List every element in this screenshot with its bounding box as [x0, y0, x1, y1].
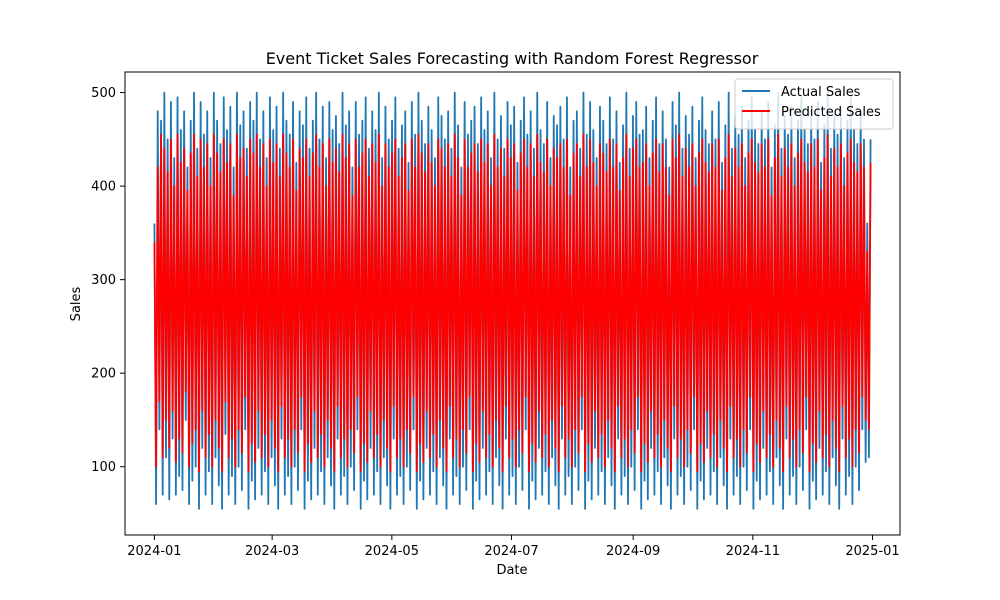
- plot-frame: [124, 71, 901, 536]
- x-tick-label: 2024-01: [127, 544, 181, 559]
- y-tick-label: 100: [91, 460, 116, 475]
- x-tick-label: 2024-07: [484, 544, 538, 559]
- y-tick-label: 200: [91, 367, 116, 382]
- legend: Actual Sales Predicted Sales: [734, 78, 894, 130]
- chart-title: Event Ticket Sales Forecasting with Rand…: [266, 49, 759, 68]
- legend-label-actual: Actual Sales: [781, 85, 861, 100]
- x-tick-label: 2025-01: [845, 544, 899, 559]
- x-tick-label: 2024-05: [365, 544, 419, 559]
- y-tick-label: 300: [91, 273, 116, 288]
- x-axis-label: Date: [496, 563, 527, 578]
- x-axis-ticks: 2024-01 2024-03 2024-05 2024-07 2024-09 2024-…: [127, 535, 900, 559]
- x-tick-label: 2024-09: [606, 544, 660, 559]
- legend-box: [734, 78, 894, 130]
- x-tick-label: 2024-11: [726, 544, 780, 559]
- x-tick-label: 2024-03: [245, 544, 299, 559]
- series-line-predicted-sales: [153, 133, 872, 473]
- series-lines: [153, 91, 872, 510]
- y-axis-ticks: 100 200 300 400 500: [91, 86, 125, 475]
- y-tick-label: 400: [91, 180, 116, 195]
- legend-label-predicted: Predicted Sales: [781, 105, 881, 120]
- y-axis-label: Sales: [69, 286, 84, 321]
- y-tick-label: 500: [91, 86, 116, 101]
